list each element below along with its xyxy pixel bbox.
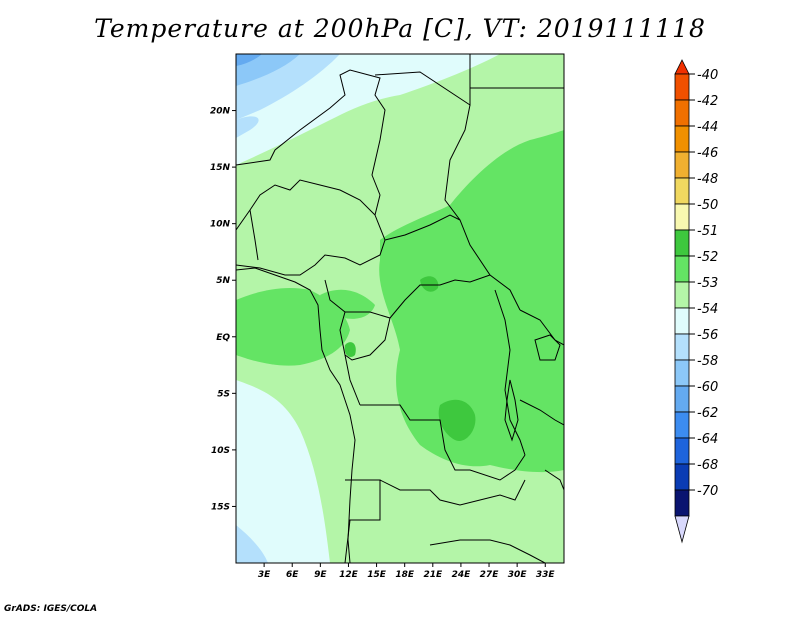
colorbar-swatch bbox=[674, 385, 690, 413]
lon-tick-label: 15E bbox=[367, 570, 387, 580]
colorbar-swatch bbox=[674, 281, 690, 309]
lon-tick-label: 21E bbox=[423, 570, 443, 580]
temperature-field bbox=[236, 54, 564, 563]
lake-tanganyika bbox=[504, 379, 519, 442]
colorbar-label: -62 bbox=[697, 406, 718, 421]
grads-credit: GrADS: IGES/COLA bbox=[4, 604, 98, 614]
colorbar-swatch bbox=[674, 463, 690, 491]
colorbar-swatch bbox=[674, 411, 690, 439]
colorbar-label: -53 bbox=[697, 276, 718, 291]
longitude-axis: 3E 6E 9E 12E 15E 18E 21E 24E 27E 30E 33E bbox=[258, 563, 556, 580]
colorbar-label: -48 bbox=[697, 172, 718, 187]
lat-tick-label: 10N bbox=[210, 220, 231, 230]
colorbar-swatch bbox=[674, 229, 690, 257]
colorbar-label: -70 bbox=[697, 484, 718, 499]
lon-tick-label: 18E bbox=[395, 570, 415, 580]
lon-tick-label: 33E bbox=[536, 570, 556, 580]
colorbar-label: -42 bbox=[697, 94, 718, 109]
lon-tick-label: 3E bbox=[258, 570, 271, 580]
colorbar-swatch bbox=[674, 333, 690, 361]
latitude-axis: 20N 15N 10N 5N EQ 5S 10S 15S bbox=[210, 107, 236, 512]
map-title: Temperature at 200hPa [C], VT: 201911111… bbox=[94, 14, 706, 43]
colorbar-swatch bbox=[674, 203, 690, 231]
colorbar-label: -40 bbox=[697, 68, 718, 83]
colorbar-label: -64 bbox=[697, 432, 718, 447]
lat-tick-label: 5S bbox=[217, 389, 230, 399]
colorbar-swatch bbox=[674, 177, 690, 205]
colorbar-swatch bbox=[674, 151, 690, 179]
colorbar-swatch bbox=[674, 73, 690, 101]
colorbar: -40 -42 -44 -46 -48 -50 -51 -52 -53 -54 -56 -58 -60 -… bbox=[674, 59, 718, 544]
lat-tick-label: 5N bbox=[216, 276, 230, 286]
colorbar-label: -51 bbox=[697, 224, 718, 239]
colorbar-swatch bbox=[674, 359, 690, 387]
lon-tick-label: 6E bbox=[286, 570, 299, 580]
colorbar-label: -50 bbox=[697, 198, 718, 213]
lon-tick-label: 27E bbox=[480, 570, 500, 580]
colorbar-label: -52 bbox=[697, 250, 718, 265]
colorbar-label: -60 bbox=[697, 380, 718, 395]
colorbar-top-arrow bbox=[674, 59, 690, 75]
colorbar-swatch bbox=[674, 307, 690, 335]
colorbar-bottom-arrow bbox=[674, 515, 690, 544]
colorbar-label: -68 bbox=[697, 458, 718, 473]
colorbar-swatch bbox=[674, 255, 690, 283]
colorbar-label: -54 bbox=[697, 302, 718, 317]
colorbar-label: -58 bbox=[697, 354, 718, 369]
colorbar-swatch bbox=[674, 489, 690, 517]
colorbar-label: -46 bbox=[697, 146, 718, 161]
colorbar-label: -44 bbox=[697, 120, 718, 135]
lon-tick-label: 30E bbox=[508, 570, 528, 580]
colorbar-label: -56 bbox=[697, 328, 718, 343]
lat-tick-label: 15S bbox=[211, 502, 230, 512]
lat-tick-label: 20N bbox=[210, 107, 231, 117]
lon-tick-label: 9E bbox=[314, 570, 327, 580]
colorbar-swatch bbox=[674, 437, 690, 465]
lat-tick-label: EQ bbox=[216, 333, 230, 343]
lat-tick-label: 10S bbox=[211, 446, 230, 456]
map-frame bbox=[235, 53, 565, 564]
lon-tick-label: 24E bbox=[452, 570, 472, 580]
colorbar-swatch bbox=[674, 99, 690, 127]
lat-tick-label: 15N bbox=[210, 163, 231, 173]
colorbar-swatch bbox=[674, 125, 690, 153]
lon-tick-label: 12E bbox=[339, 570, 359, 580]
lake-victoria bbox=[534, 334, 561, 361]
coastline bbox=[235, 267, 356, 564]
